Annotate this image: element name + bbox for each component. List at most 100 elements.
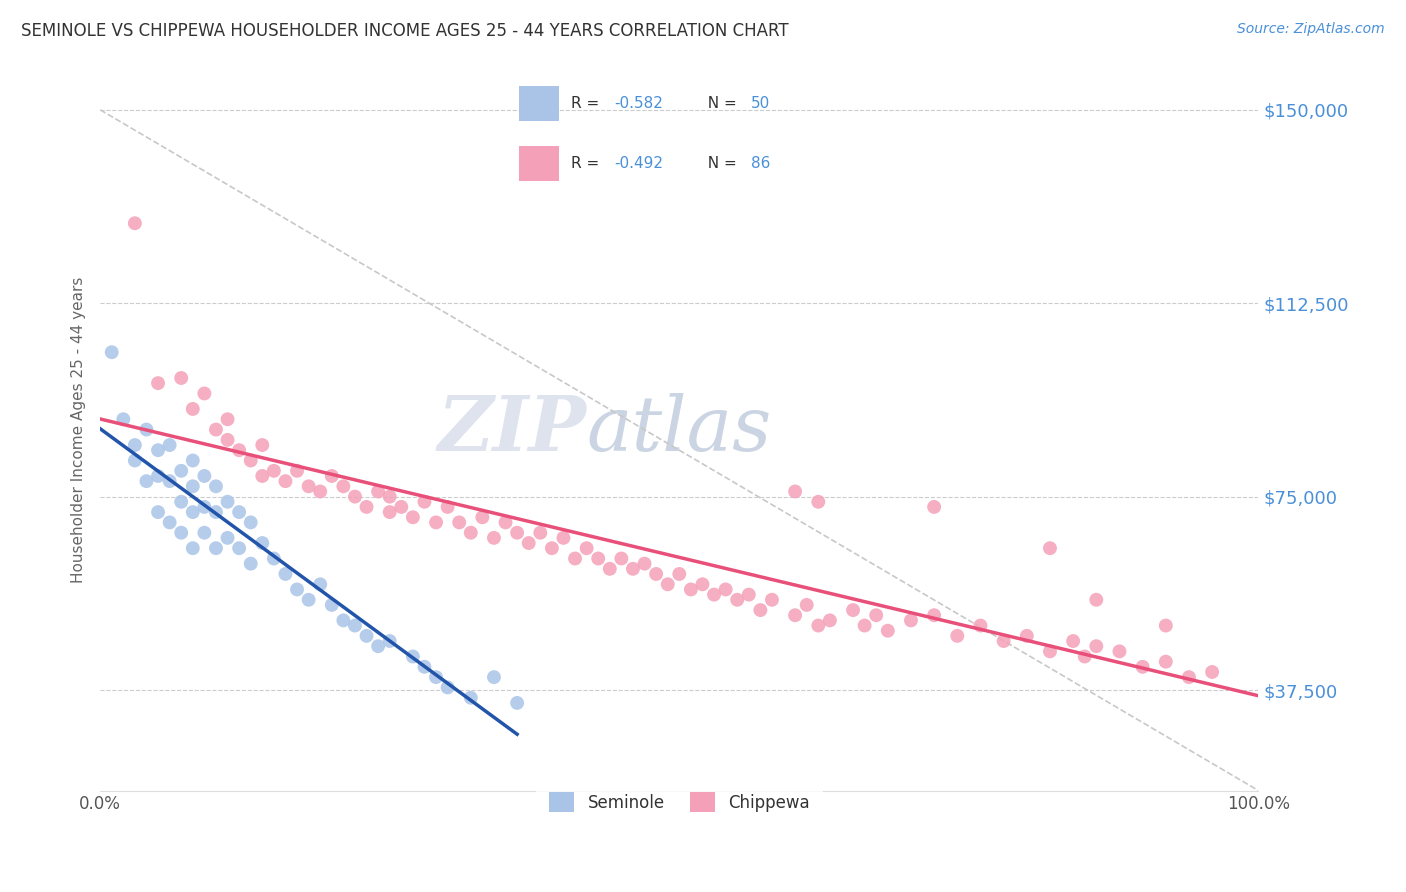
- Text: -0.582: -0.582: [614, 96, 664, 112]
- Point: [193, 525, 215, 540]
- Point: [946, 629, 969, 643]
- Point: [1039, 644, 1062, 658]
- Point: [124, 453, 146, 467]
- Point: [181, 541, 204, 556]
- Point: [1154, 618, 1177, 632]
- Point: [332, 479, 354, 493]
- Point: [657, 577, 679, 591]
- Point: [1201, 665, 1223, 679]
- Point: [922, 500, 945, 514]
- Point: [610, 551, 633, 566]
- Point: [309, 577, 332, 591]
- Point: [471, 510, 494, 524]
- Point: [159, 474, 181, 488]
- Point: [181, 505, 204, 519]
- Point: [135, 474, 157, 488]
- Point: [529, 525, 551, 540]
- Text: -0.492: -0.492: [614, 156, 664, 171]
- Point: [193, 469, 215, 483]
- Point: [274, 474, 297, 488]
- Point: [853, 618, 876, 632]
- Point: [876, 624, 898, 638]
- Point: [725, 592, 748, 607]
- Point: [193, 500, 215, 514]
- Text: SEMINOLE VS CHIPPEWA HOUSEHOLDER INCOME AGES 25 - 44 YEARS CORRELATION CHART: SEMINOLE VS CHIPPEWA HOUSEHOLDER INCOME …: [21, 22, 789, 40]
- Point: [217, 412, 239, 426]
- Point: [263, 551, 285, 566]
- FancyBboxPatch shape: [519, 146, 558, 181]
- Point: [1154, 655, 1177, 669]
- Point: [217, 495, 239, 509]
- Point: [263, 464, 285, 478]
- Point: [1039, 541, 1062, 556]
- Point: [413, 495, 436, 509]
- Point: [703, 588, 725, 602]
- Point: [1085, 592, 1108, 607]
- Point: [239, 516, 262, 530]
- Point: [367, 639, 389, 653]
- Point: [482, 670, 505, 684]
- Point: [378, 505, 401, 519]
- Legend: Seminole, Chippewa: Seminole, Chippewa: [536, 779, 823, 826]
- Point: [1178, 670, 1201, 684]
- Point: [425, 670, 447, 684]
- Point: [205, 541, 228, 556]
- Point: [205, 505, 228, 519]
- Text: 50: 50: [751, 96, 769, 112]
- Point: [460, 690, 482, 705]
- Point: [807, 495, 830, 509]
- Point: [239, 453, 262, 467]
- Point: [146, 469, 169, 483]
- Point: [217, 433, 239, 447]
- Point: [796, 598, 818, 612]
- Point: [413, 660, 436, 674]
- Point: [785, 608, 807, 623]
- Point: [356, 500, 378, 514]
- Point: [159, 516, 181, 530]
- Point: [193, 386, 215, 401]
- Point: [181, 479, 204, 493]
- Point: [621, 562, 644, 576]
- Point: [599, 562, 621, 576]
- Text: atlas: atlas: [586, 392, 772, 467]
- Point: [922, 608, 945, 623]
- Point: [252, 469, 274, 483]
- Point: [343, 618, 366, 632]
- Point: [645, 566, 668, 581]
- Point: [181, 453, 204, 467]
- Point: [425, 516, 447, 530]
- FancyBboxPatch shape: [519, 87, 558, 121]
- Point: [170, 371, 193, 385]
- Point: [541, 541, 564, 556]
- Point: [252, 438, 274, 452]
- Point: [205, 423, 228, 437]
- Point: [495, 516, 517, 530]
- Point: [124, 216, 146, 230]
- Point: [1073, 649, 1095, 664]
- Point: [436, 500, 458, 514]
- Point: [124, 438, 146, 452]
- Point: [321, 469, 343, 483]
- Point: [402, 510, 425, 524]
- Text: N =: N =: [697, 96, 741, 112]
- Point: [436, 681, 458, 695]
- Point: [274, 566, 297, 581]
- Point: [389, 500, 412, 514]
- Point: [1015, 629, 1038, 643]
- Point: [482, 531, 505, 545]
- Point: [807, 618, 830, 632]
- Point: [321, 598, 343, 612]
- Point: [1062, 634, 1084, 648]
- Point: [714, 582, 737, 597]
- Point: [252, 536, 274, 550]
- Point: [298, 479, 321, 493]
- Point: [738, 588, 761, 602]
- Point: [135, 423, 157, 437]
- Point: [378, 490, 401, 504]
- Point: [170, 525, 193, 540]
- Point: [146, 505, 169, 519]
- Point: [378, 634, 401, 648]
- Point: [668, 566, 690, 581]
- Point: [332, 614, 354, 628]
- Point: [285, 582, 308, 597]
